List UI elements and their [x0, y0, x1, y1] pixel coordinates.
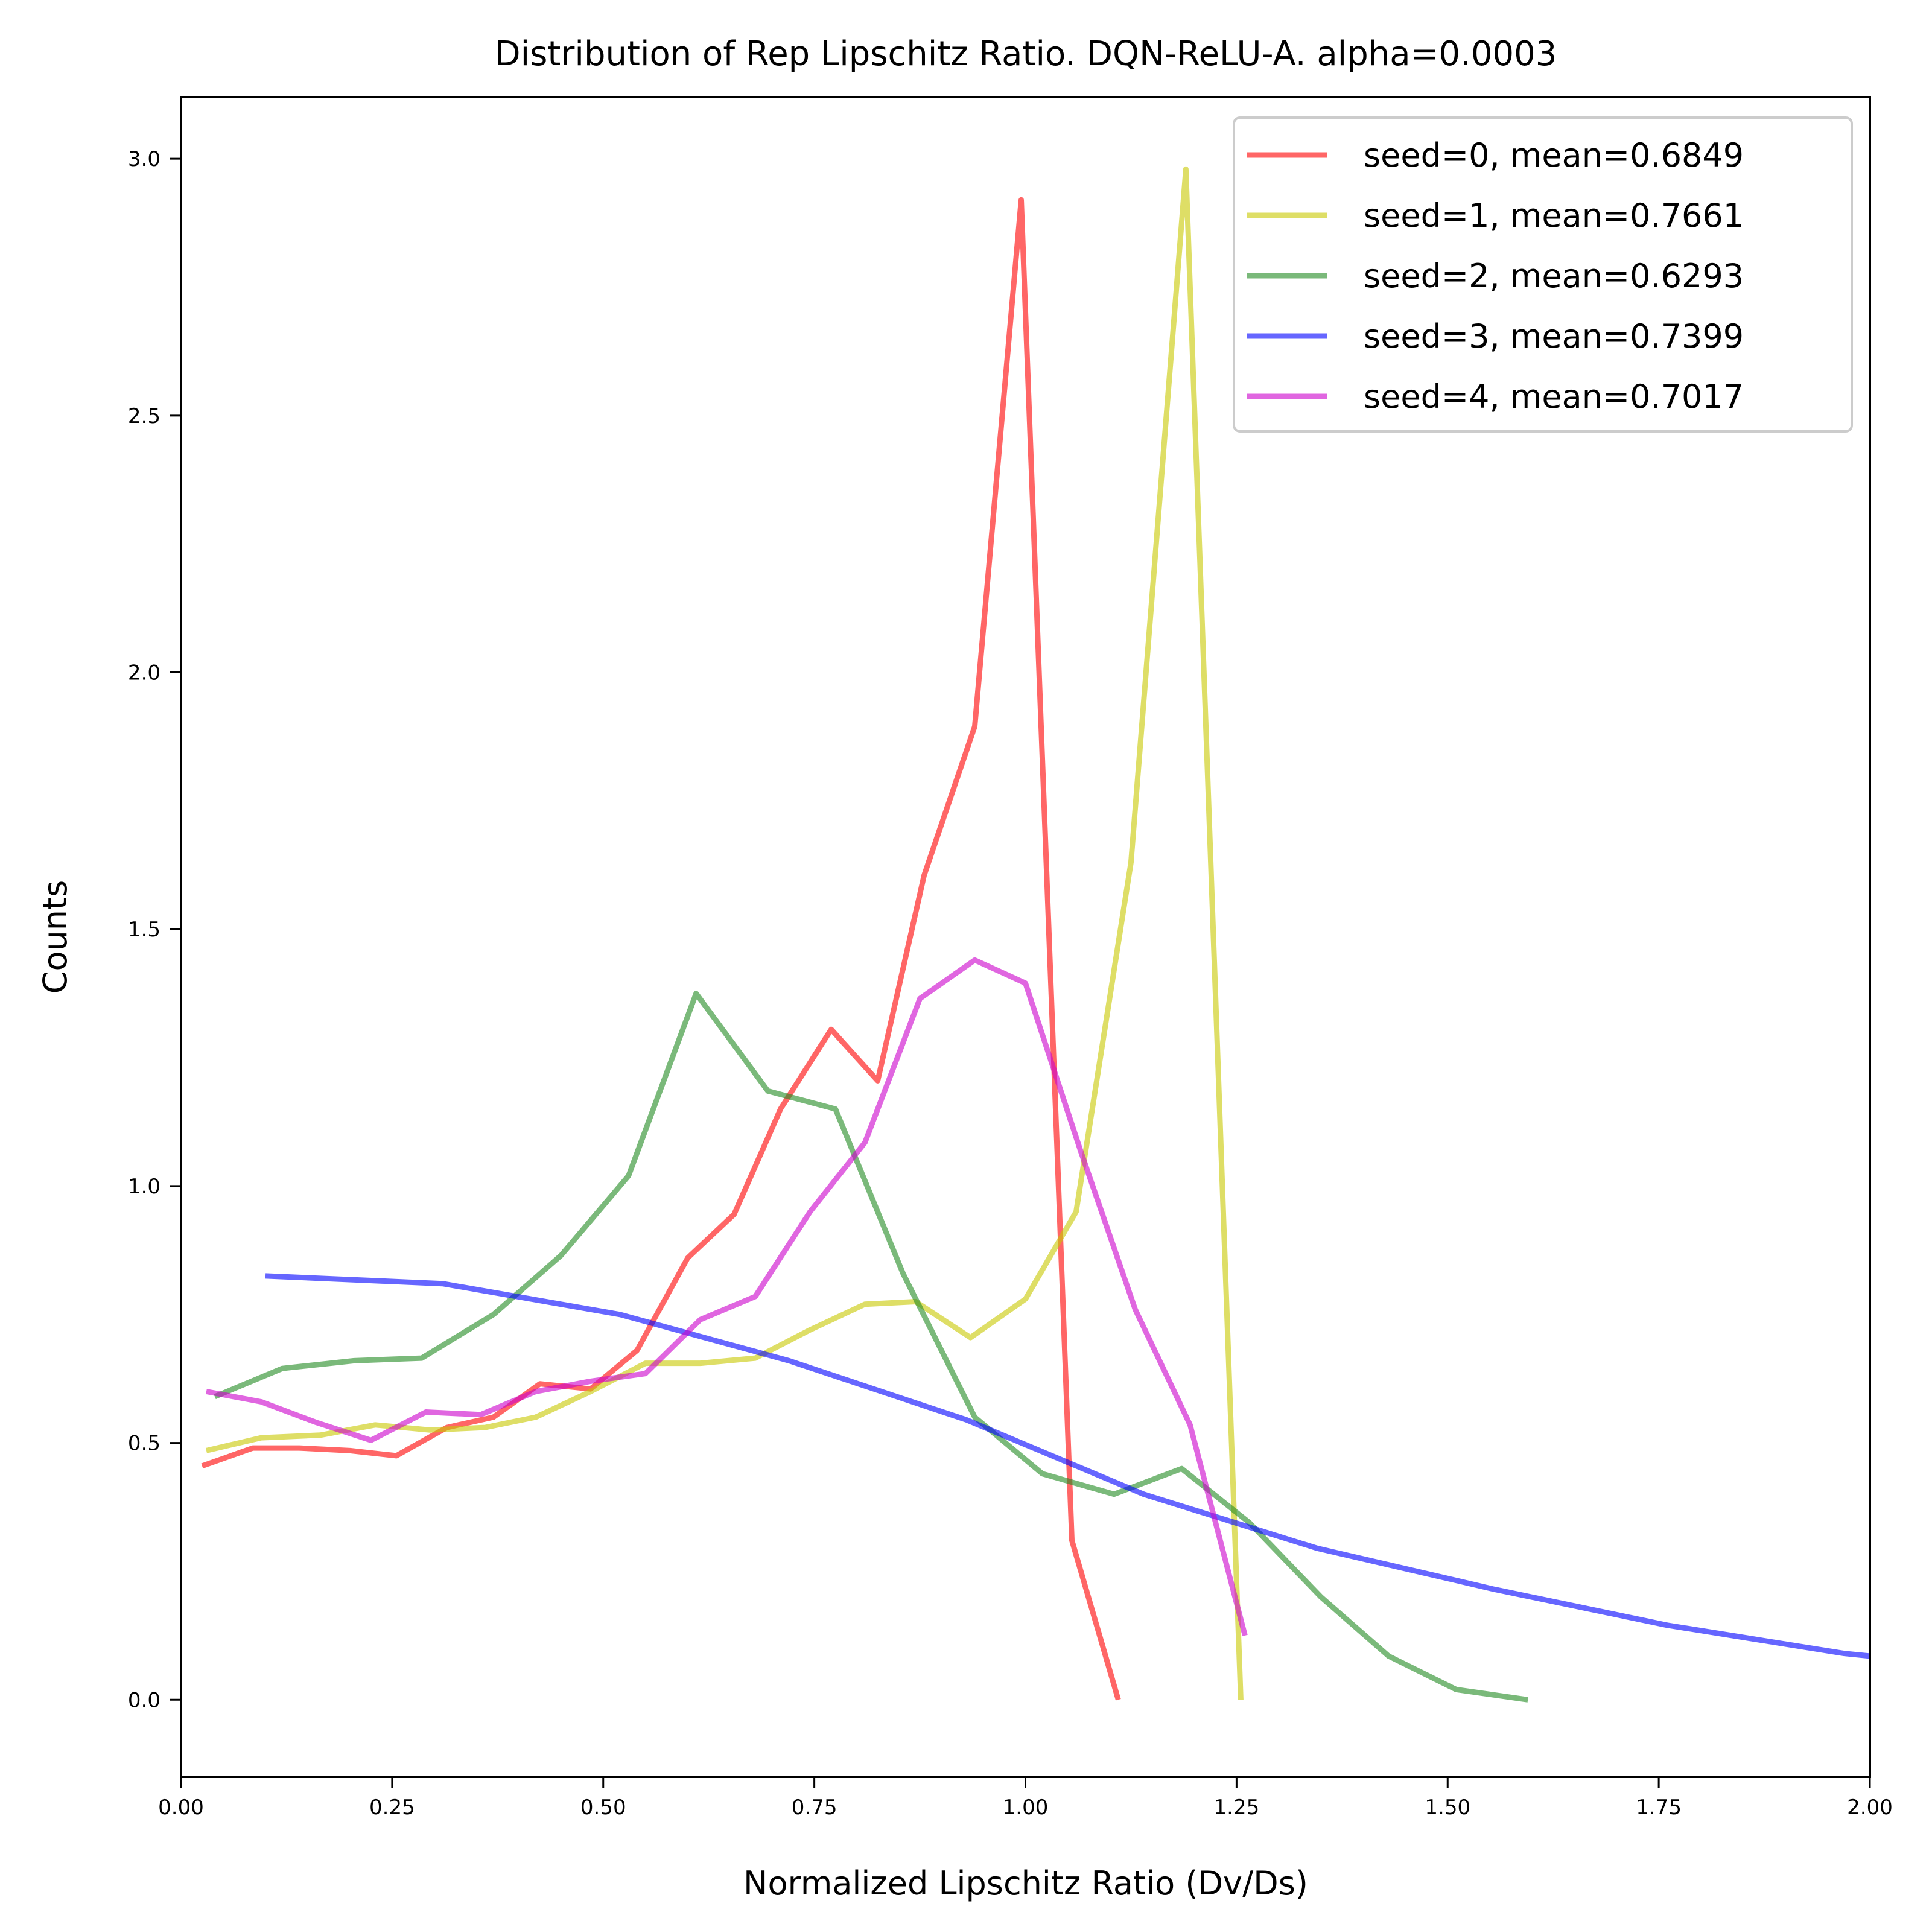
plot-frame [180, 96, 1871, 1778]
y-tick-label: 1.5 [128, 918, 160, 942]
legend-label-seed-4: seed=4, mean=0.7017 [1364, 378, 1744, 416]
x-axis: 0.00 0.25 0.50 0.75 1.00 1.25 1.50 1.75 2.00 [158, 1777, 1893, 1820]
y-tick-label: 3.0 [128, 147, 160, 171]
series-line-seed-3 [265, 1273, 1870, 1659]
series-line-seed-0 [201, 197, 1121, 1701]
y-tick-label: 0.5 [128, 1432, 160, 1456]
x-tick-label: 0.75 [792, 1795, 837, 1820]
series-line-seed-4 [206, 957, 1248, 1637]
y-tick-label: 0.0 [128, 1688, 160, 1712]
y-axis-label: Counts [36, 880, 74, 994]
series-line-seed-2 [214, 991, 1528, 1703]
x-tick-label: 1.25 [1214, 1795, 1260, 1820]
x-tick-label: 0.50 [580, 1795, 626, 1820]
legend-label-seed-3: seed=3, mean=0.7399 [1364, 317, 1744, 355]
legend-label-seed-2: seed=2, mean=0.6293 [1364, 257, 1744, 295]
legend-label-seed-0: seed=0, mean=0.6849 [1364, 136, 1744, 174]
x-tick-label: 0.25 [369, 1795, 415, 1820]
x-tick-label: 0.00 [158, 1795, 204, 1820]
y-tick-label: 2.0 [128, 661, 160, 685]
x-tick-label: 2.00 [1847, 1795, 1893, 1820]
legend-box [1233, 116, 1853, 433]
x-axis-label: Normalized Lipschitz Ratio (Dv/Ds) [743, 1864, 1308, 1902]
legend: seed=0, mean=0.6849 seed=1, mean=0.7661 se… [1233, 116, 1853, 433]
x-tick-label: 1.75 [1636, 1795, 1682, 1820]
y-tick-label: 2.5 [128, 404, 160, 428]
x-tick-label: 1.50 [1425, 1795, 1470, 1820]
y-axis: 0.0 0.5 1.0 1.5 2.0 2.5 3.0 [128, 147, 181, 1712]
series-line-seed-1 [205, 166, 1244, 1700]
legend-label-seed-1: seed=1, mean=0.7661 [1364, 197, 1744, 235]
x-tick-label: 1.00 [1003, 1795, 1049, 1820]
plot-area [201, 166, 1870, 1703]
y-tick-label: 1.0 [128, 1175, 160, 1199]
chart-title: Distribution of Rep Lipschitz Ratio. DQN… [495, 34, 1557, 74]
